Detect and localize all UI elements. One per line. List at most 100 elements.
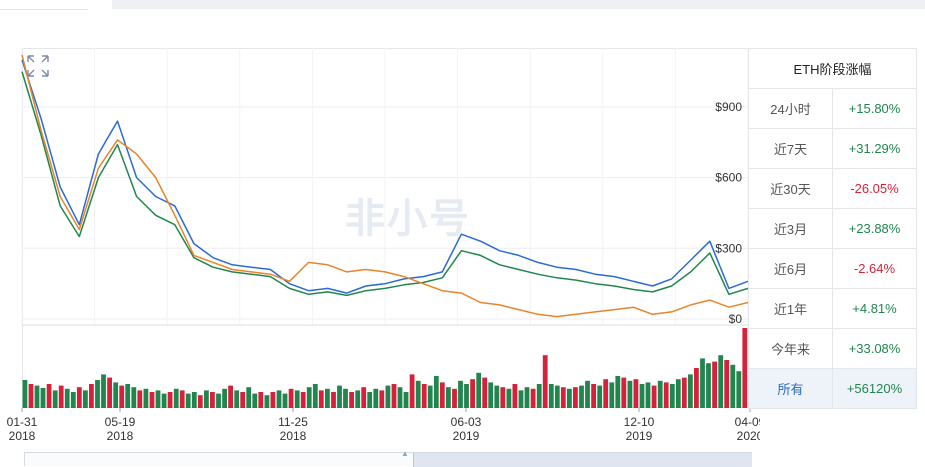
volume-bar [446,387,451,408]
volume-bar [210,392,215,408]
row-value: +4.81% [832,288,917,329]
volume-bar [161,393,167,408]
volume-bar [542,355,548,408]
volume-bar [506,388,512,408]
row-value: +15.80% [832,88,917,129]
volume-bar [615,376,621,408]
row-3m[interactable]: 近3月 +23.88% [748,208,917,249]
volume-bar [173,388,179,408]
volume-bar [536,384,542,408]
x-tick-date: 04-09 [735,415,760,429]
volume-bar [306,387,312,408]
x-tick-year: 2018 [107,429,134,443]
row-1y[interactable]: 近1年 +4.81% [748,288,917,329]
x-tick-date: 05-19 [105,415,136,429]
y-tick-label: $900 [715,100,742,114]
volume-bar [609,382,615,408]
volume-bar [500,387,506,408]
volume-bar [204,390,209,408]
volume-bar [361,387,367,408]
row-label[interactable]: 所有 [748,368,833,409]
row-ytd[interactable]: 今年来 +33.08% [748,328,917,369]
row-30d[interactable]: 近30天 -26.05% [748,168,917,209]
volume-bar [40,388,46,408]
y-axis: $900 $600 $300 $0 [715,100,742,326]
volume-bar [282,393,288,408]
top-tab-stub [0,0,88,10]
volume-bar [597,385,603,408]
row-6m[interactable]: 近6月 -2.64% [748,248,917,289]
volume-bar [421,384,427,408]
volume-bar [131,387,137,408]
navigator-selection[interactable] [413,453,752,467]
row-label[interactable]: 近1年 [748,288,833,329]
volume-bar [675,379,681,408]
row-all[interactable]: 所有 +56120% [748,368,917,409]
volume-bar [119,385,125,408]
x-tick-date: 12-10 [624,415,655,429]
volume-bar [645,382,651,408]
row-value: +56120% [832,368,917,409]
volume-bar [312,384,318,408]
x-tick-year: 2019 [626,429,653,443]
volume-bar [143,388,149,408]
volume-bar [52,390,58,408]
volume-bar [512,384,518,408]
row-label[interactable]: 24小时 [748,88,833,129]
volume-bar [427,385,433,408]
price-chart: 非小号 $900$600$300$0 01-31201805-19201811-… [7,48,760,443]
volume-bar [518,390,524,408]
volume-bar [409,374,415,408]
volume-bar [300,392,306,408]
volume-bar [337,385,342,408]
volume-bar [343,388,348,408]
chart-grid [21,48,749,326]
volume-bar [264,395,270,408]
volume-bar [464,384,469,408]
volume-bar [452,388,457,408]
volume-bar [627,380,633,408]
row-label[interactable]: 今年来 [748,328,833,369]
volume-bars [22,328,748,408]
volume-bar [191,392,197,408]
series-line-green [21,71,749,297]
row-label[interactable]: 近6月 [748,248,833,289]
volume-bar [83,390,88,408]
volume-bar [621,377,627,408]
volume-bar [700,358,705,408]
volume-bar [657,380,663,408]
volume-bar [373,388,379,408]
volume-bar [325,388,330,408]
volume-bar [246,387,252,408]
row-label[interactable]: 近7天 [748,128,833,169]
navigator-handle-icon[interactable]: ▲ [401,449,409,458]
volume-bar [318,390,324,408]
volume-bar [113,382,119,408]
row-label[interactable]: 近3月 [748,208,833,249]
expand-arrows-icon[interactable] [26,54,50,78]
volume-bar [633,379,639,408]
volume-bar [651,385,657,408]
volume-bar [89,384,94,408]
row-label[interactable]: 近30天 [748,168,833,209]
row-value: -2.64% [832,248,917,289]
row-value: -26.05% [832,168,917,209]
volume-bar [95,380,100,408]
volume-bar [149,392,155,408]
volume-bar [488,382,494,408]
row-7d[interactable]: 近7天 +31.29% [748,128,917,169]
series-line-orange [21,54,749,318]
volume-bar [22,380,28,408]
volume-bar [663,382,669,408]
volume-bar [603,379,609,408]
volume-bar [101,374,106,408]
volume-bar [669,384,675,408]
row-24h[interactable]: 24小时 +15.80% [748,88,917,129]
volume-bar [712,361,717,408]
y-tick-label: $600 [715,171,742,185]
volume-bar [234,390,240,408]
x-tick-date: 01-31 [7,415,38,429]
volume-bar [355,390,361,408]
volume-bar [591,384,596,408]
volume-bar [107,377,112,408]
